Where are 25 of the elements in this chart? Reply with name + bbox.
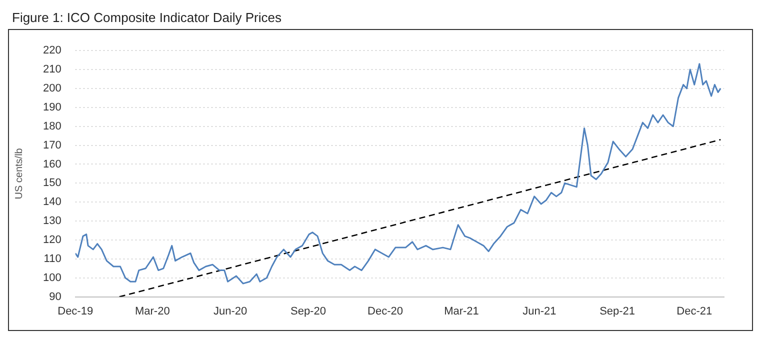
x-tick-label: Sep-20 <box>290 305 326 318</box>
y-tick-label: 200 <box>42 82 62 95</box>
y-tick-label: 140 <box>42 196 62 208</box>
y-tick-label: 120 <box>42 234 62 246</box>
y-tick-label: 150 <box>42 177 62 190</box>
y-tick-label: 160 <box>42 158 62 170</box>
x-tick-label: Dec-21 <box>676 305 712 318</box>
y-axis-title: US cents/lb <box>14 148 25 200</box>
y-tick-label: 90 <box>49 290 62 303</box>
x-tick-label: Sep-21 <box>600 305 636 318</box>
y-tick-label: 180 <box>42 120 62 132</box>
y-tick-label: 110 <box>44 252 62 265</box>
x-tick-label: Mar-20 <box>134 305 170 318</box>
x-tick-label: Jun-20 <box>213 305 248 318</box>
y-tick-label: 130 <box>42 215 62 228</box>
x-tick-label: Dec-19 <box>58 305 94 318</box>
y-tick-label: 210 <box>42 64 62 76</box>
y-tick-label: 100 <box>42 272 62 284</box>
x-tick-label: Mar-21 <box>444 305 479 318</box>
x-tick-label: Jun-21 <box>522 305 556 318</box>
y-tick-label: 170 <box>42 139 62 152</box>
y-tick-label: 190 <box>42 101 62 114</box>
y-tick-label: 220 <box>42 44 62 57</box>
chart-title: Figure 1: ICO Composite Indicator Daily Prices <box>11 9 282 27</box>
x-tick-label: Dec-20 <box>368 305 404 318</box>
